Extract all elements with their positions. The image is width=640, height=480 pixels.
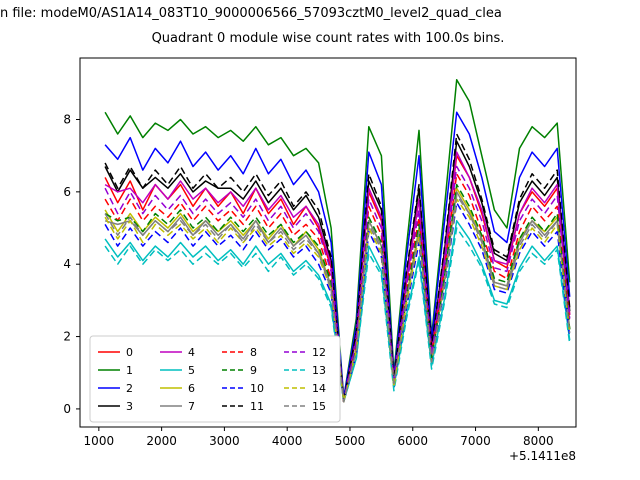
y-tick-label: 0 (63, 402, 71, 416)
x-tick-label: 8000 (523, 434, 554, 448)
x-tick-label: 2000 (146, 434, 177, 448)
series-line-13 (104, 227, 571, 403)
x-tick-label: 4000 (272, 434, 303, 448)
legend-label-14: 14 (312, 382, 326, 395)
x-tick-label: 7000 (460, 434, 491, 448)
series-line-2 (104, 111, 571, 399)
legend-label-4: 4 (188, 346, 195, 359)
y-tick-label: 6 (63, 185, 71, 199)
legend-label-2: 2 (126, 382, 133, 395)
y-tick-label: 8 (63, 113, 71, 127)
x-tick-label: 1000 (84, 434, 115, 448)
legend-label-9: 9 (250, 364, 257, 377)
legend-box (89, 335, 341, 423)
y-tick-label: 4 (63, 257, 71, 271)
legend-label-1: 1 (126, 364, 133, 377)
x-offset-label: +5.1411e8 (509, 449, 576, 463)
legend-label-3: 3 (126, 400, 133, 413)
x-tick-label: 5000 (335, 434, 366, 448)
y-tick-label: 2 (63, 330, 71, 344)
series-line-10 (104, 201, 571, 403)
x-tick-label: 3000 (209, 434, 240, 448)
legend-label-12: 12 (312, 346, 326, 359)
legend-label-11: 11 (250, 400, 264, 413)
legend-label-13: 13 (312, 364, 326, 377)
legend-label-6: 6 (188, 382, 195, 395)
x-tick-label: 6000 (397, 434, 428, 448)
legend-label-15: 15 (312, 400, 326, 413)
legend-label-8: 8 (250, 346, 257, 359)
series-line-14 (104, 198, 571, 403)
axes-border (79, 57, 577, 428)
plot-area: 1000 2000 3000 4000 5000 6000 7000 8000+5.1411e… (63, 57, 577, 463)
legend-label-10: 10 (250, 382, 264, 395)
figure-top-text: n file: modeM0/AS1A14_083T10_9000006566_… (0, 6, 502, 21)
legend-label-7: 7 (188, 400, 195, 413)
chart-title: Quadrant 0 module wise count rates with … (152, 31, 505, 46)
legend-label-5: 5 (188, 364, 195, 377)
legend-label-0: 0 (126, 346, 133, 359)
